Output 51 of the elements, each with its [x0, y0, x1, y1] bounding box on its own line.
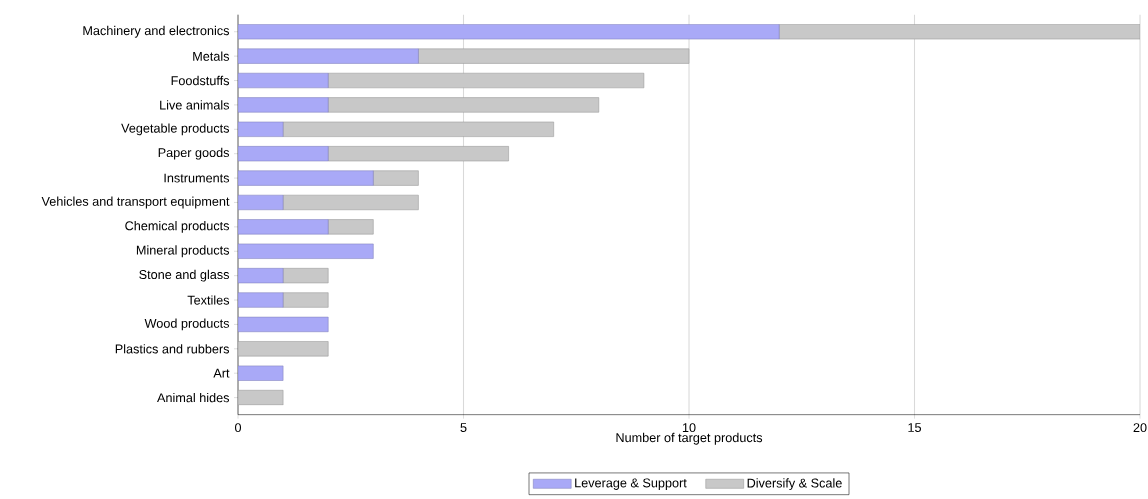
bar: [238, 390, 284, 406]
y-tick-label: Chemical products: [125, 221, 230, 233]
bar: [282, 195, 419, 211]
bar: [238, 219, 329, 235]
bar: [238, 268, 284, 284]
x-tick-label: 10: [682, 423, 696, 433]
bar: [238, 292, 284, 308]
y-tick-label: Textiles: [187, 295, 230, 305]
y-tick-label: Wood products: [144, 318, 230, 331]
bar: [778, 24, 1140, 40]
bar: [418, 48, 690, 64]
bar: [282, 268, 329, 284]
bar: [238, 121, 284, 138]
x-tick-label: 20: [1133, 423, 1147, 433]
bar: [282, 121, 554, 138]
bar: [238, 24, 780, 40]
y-tick-label: Plastics and rubbers: [115, 344, 230, 354]
bar: [238, 73, 329, 89]
bar: [327, 219, 374, 235]
y-tick-label: Metals: [193, 51, 230, 61]
y-tick-label: Vehicles and transport equipment: [41, 196, 230, 209]
bar: [238, 97, 329, 113]
x-tick-label: 5: [460, 423, 467, 433]
bar: [327, 146, 509, 162]
y-tick-label: Machinery and electronics: [83, 26, 230, 38]
legend-label: Leverage & Support: [575, 478, 687, 491]
bar: [238, 170, 374, 186]
bar: [238, 243, 374, 260]
y-tick-label: Vegetable products: [121, 123, 230, 136]
y-tick-label: Instruments: [164, 173, 230, 183]
y-tick-label: Foodstuffs: [171, 76, 230, 86]
legend-label: Diversify & Scale: [747, 478, 842, 491]
y-tick-label: Stone and glass: [139, 269, 230, 282]
y-tick-label: Animal hides: [157, 393, 230, 403]
bar: [238, 48, 419, 64]
y-tick-label: Mineral products: [136, 245, 230, 258]
y-tick-label: Live animals: [160, 100, 230, 110]
bar: [238, 341, 329, 357]
bar: [238, 146, 329, 162]
bar: [282, 292, 329, 308]
bar: [238, 317, 329, 333]
bar: [238, 365, 284, 381]
x-tick-label: 0: [234, 423, 242, 433]
y-tick-label: Paper goods: [158, 147, 230, 160]
bar: [238, 195, 284, 211]
x-tick-label: 15: [908, 423, 922, 433]
bar: [327, 73, 645, 89]
bar: [373, 170, 419, 186]
x-axis-title: Number of target products: [616, 433, 763, 445]
y-tick-label: Art: [213, 368, 230, 378]
bar: [327, 97, 600, 113]
